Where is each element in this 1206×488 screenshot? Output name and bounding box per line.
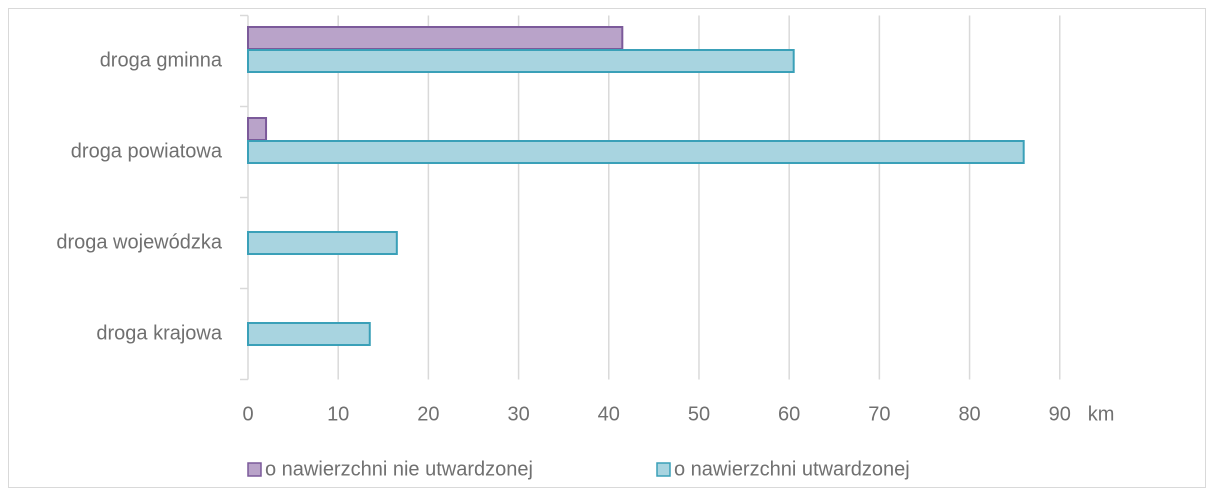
- y-tick-label: droga gminna: [100, 49, 223, 71]
- bar: [247, 26, 624, 50]
- bar: [247, 140, 1025, 164]
- x-tick-label: 40: [598, 403, 620, 425]
- y-tick-label: droga powiatowa: [71, 140, 223, 162]
- x-tick-label: 10: [327, 403, 349, 425]
- legend-label: o nawierzchni utwardzonej: [674, 458, 910, 480]
- x-tick-label: 90: [1049, 403, 1071, 425]
- bar: [247, 322, 371, 346]
- bar: [247, 117, 268, 141]
- legend-swatch: [247, 462, 262, 477]
- legend-label: o nawierzchni nie utwardzonej: [265, 458, 533, 480]
- x-tick-label: 60: [778, 403, 800, 425]
- x-tick-label: 50: [688, 403, 710, 425]
- x-tick-label: 70: [868, 403, 890, 425]
- x-tick-label: 80: [958, 403, 980, 425]
- legend-swatch: [656, 462, 671, 477]
- bar: [247, 231, 398, 255]
- x-tick-label: 20: [417, 403, 439, 425]
- x-tick-label: 30: [507, 403, 529, 425]
- x-tick-label: 0: [242, 403, 253, 425]
- bar: [247, 49, 795, 73]
- y-tick-label: droga krajowa: [96, 322, 223, 344]
- x-axis-label: km: [1088, 403, 1115, 425]
- y-tick-label: droga wojewódzka: [56, 231, 223, 253]
